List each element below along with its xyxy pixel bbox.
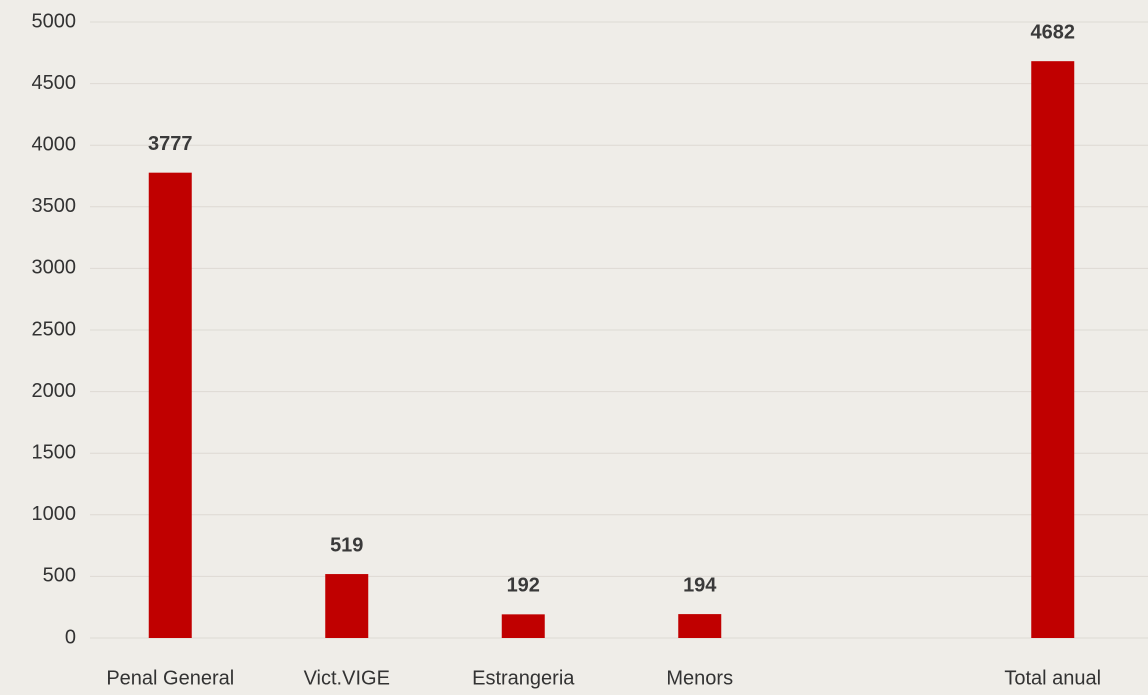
bar bbox=[148, 172, 192, 639]
y-tick-label: 3000 bbox=[32, 257, 77, 279]
y-tick-label: 2500 bbox=[32, 318, 77, 340]
y-tick-label: 0 bbox=[65, 626, 76, 648]
y-tick-label: 1500 bbox=[32, 441, 77, 463]
y-tick-label: 500 bbox=[43, 565, 76, 587]
bar bbox=[678, 614, 722, 638]
x-tick-label: Vict.VIGE bbox=[304, 667, 390, 689]
x-tick-label: Menors bbox=[666, 667, 733, 689]
bar bbox=[325, 574, 369, 638]
y-tick-label: 4500 bbox=[32, 72, 77, 94]
x-tick-label: Total anual bbox=[1004, 667, 1101, 689]
y-tick-label: 1000 bbox=[32, 503, 77, 525]
value-label: 3777 bbox=[148, 133, 193, 155]
y-tick-label: 3500 bbox=[32, 195, 77, 217]
value-label: 4682 bbox=[1031, 21, 1076, 43]
bar bbox=[1031, 61, 1075, 638]
value-label: 192 bbox=[507, 575, 540, 597]
y-tick-label: 2000 bbox=[32, 380, 77, 402]
value-label: 194 bbox=[683, 574, 717, 596]
x-tick-label: Penal General bbox=[106, 667, 234, 689]
bar bbox=[501, 614, 545, 638]
value-label: 519 bbox=[330, 534, 363, 556]
y-tick-label: 4000 bbox=[32, 133, 77, 155]
y-tick-label: 5000 bbox=[32, 10, 77, 32]
x-tick-label: Estrangeria bbox=[472, 667, 575, 689]
